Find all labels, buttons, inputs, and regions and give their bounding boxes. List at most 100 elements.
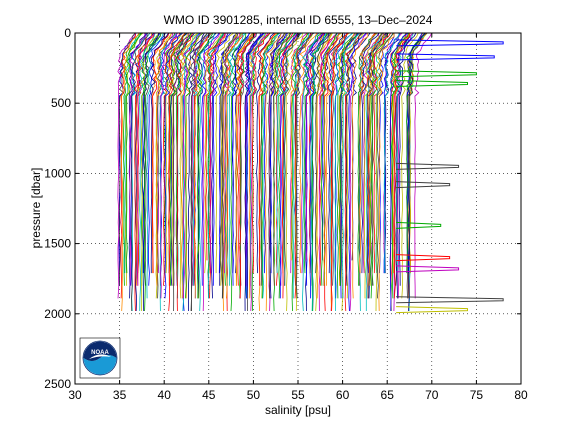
salinity-profile — [121, 32, 140, 312]
salinity-profile — [341, 32, 360, 312]
salinity-profile — [244, 32, 261, 312]
salinity-profile — [407, 32, 426, 312]
y-axis-label: pressure [dbar] — [29, 168, 43, 249]
salinity-profile — [268, 32, 285, 299]
salinity-profile — [376, 32, 394, 299]
salinity-profile — [273, 32, 292, 286]
salinity-profile — [190, 32, 209, 312]
outlier-spike — [396, 221, 442, 229]
salinity-profile — [246, 32, 265, 299]
salinity-profile — [276, 32, 296, 274]
salinity-profile — [328, 32, 346, 274]
salinity-profile — [207, 32, 224, 299]
x-tick-label: 50 — [247, 388, 261, 402]
y-tick-label: 1500 — [44, 237, 71, 251]
salinity-profile — [323, 32, 340, 312]
y-tick-label: 2000 — [44, 307, 71, 321]
salinity-profile — [292, 32, 310, 299]
salinity-profile — [278, 32, 297, 299]
salinity-profile — [209, 32, 228, 274]
salinity-profile — [169, 32, 187, 286]
salinity-profile — [130, 32, 148, 312]
outlier-spike — [396, 306, 468, 314]
salinity-profile — [397, 32, 414, 299]
outlier-spike — [396, 265, 460, 273]
outlier-spike — [396, 296, 504, 304]
salinity-profile — [212, 32, 232, 286]
salinity-profile — [164, 32, 183, 299]
noaa-logo: NOAA — [79, 337, 121, 379]
salinity-profile — [162, 32, 181, 286]
outlier-spike — [396, 39, 504, 47]
salinity-profile — [258, 32, 276, 286]
salinity-profile — [391, 32, 409, 299]
salinity-profile — [406, 32, 425, 274]
salinity-profile — [118, 32, 136, 286]
salinity-profile — [305, 32, 324, 261]
salinity-profile — [265, 32, 282, 312]
noaa-logo-text: NOAA — [91, 350, 109, 356]
x-tick-label: 45 — [202, 388, 216, 402]
outlier-spike — [396, 254, 451, 262]
salinity-profile — [136, 32, 156, 286]
salinity-profile — [311, 32, 328, 312]
salinity-profile — [375, 32, 395, 312]
salinity-profiles — [117, 32, 432, 312]
salinity-profile — [329, 32, 349, 286]
salinity-profile — [331, 32, 349, 286]
x-tick-label: 40 — [158, 388, 172, 402]
salinity-profile — [252, 32, 271, 274]
salinity-profile — [143, 32, 160, 312]
salinity-profile — [184, 32, 204, 299]
y-tick-label: 1000 — [44, 166, 71, 180]
salinity-profile — [384, 32, 401, 274]
salinity-profile — [187, 32, 205, 312]
x-tick-label: 35 — [113, 388, 127, 402]
salinity-profile — [281, 32, 299, 299]
salinity-profile — [414, 32, 432, 299]
grid — [75, 33, 521, 384]
salinity-profile — [408, 32, 428, 261]
salinity-profile — [196, 32, 214, 299]
salinity-profile — [373, 32, 392, 274]
salinity-profile — [150, 32, 169, 274]
salinity-profile — [359, 32, 378, 274]
outlier-spike — [396, 70, 477, 78]
salinity-profile — [396, 32, 414, 274]
salinity-profile — [368, 32, 385, 286]
salinity-profile — [123, 32, 142, 286]
salinity-profile — [383, 32, 400, 274]
salinity-profile — [192, 32, 212, 286]
salinity-profile — [392, 32, 411, 274]
salinity-profile — [348, 32, 367, 312]
salinity-profile — [334, 32, 353, 299]
salinity-profile — [193, 32, 213, 286]
salinity-profile — [201, 32, 220, 286]
salinity-profile — [146, 32, 164, 299]
salinity-profile — [155, 32, 172, 286]
salinity-profile — [334, 32, 354, 312]
salinity-profile — [250, 32, 269, 312]
salinity-profile — [232, 32, 250, 286]
outlier-spike — [396, 162, 460, 170]
salinity-profile — [239, 32, 256, 299]
x-tick-label: 55 — [291, 388, 305, 402]
salinity-profile — [176, 32, 194, 312]
salinity-profile — [215, 32, 234, 274]
outlier-spike — [396, 181, 451, 189]
salinity-profile — [321, 32, 338, 261]
outlier-spike — [396, 80, 468, 88]
salinity-profile — [221, 32, 238, 299]
salinity-profile — [125, 32, 144, 286]
salinity-profile — [175, 32, 192, 274]
salinity-profile — [163, 32, 181, 274]
salinity-profile — [323, 32, 342, 286]
noaa-logo-gull — [89, 354, 111, 359]
salinity-profile — [139, 32, 156, 312]
x-tick-label: 30 — [68, 388, 82, 402]
salinity-profile — [398, 32, 417, 286]
salinity-profile — [181, 32, 198, 299]
x-axis-label: salinity [psu] — [265, 403, 331, 417]
x-tick-label: 65 — [381, 388, 395, 402]
